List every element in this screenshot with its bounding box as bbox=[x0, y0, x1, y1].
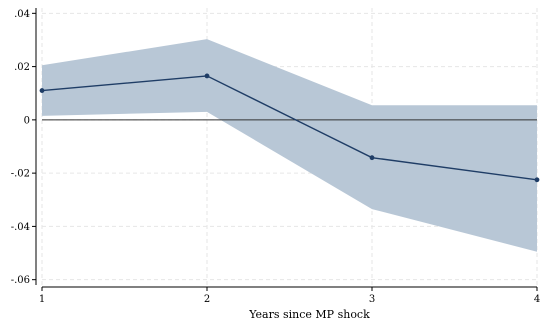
confidence-band bbox=[42, 39, 537, 252]
y-tick-label: .02 bbox=[14, 62, 30, 73]
x-tick-label: 1 bbox=[39, 294, 45, 305]
x-tick-label: 4 bbox=[534, 294, 540, 305]
y-tick-label: -.02 bbox=[11, 169, 30, 180]
x-tick-label: 2 bbox=[204, 294, 210, 305]
series-point bbox=[534, 177, 540, 183]
series-line bbox=[41, 75, 538, 181]
axes bbox=[35, 8, 537, 288]
y-tick-label: -.04 bbox=[11, 222, 30, 233]
y-tick-label: -.06 bbox=[11, 275, 30, 286]
y-tick-label: 0 bbox=[24, 115, 30, 126]
series-points bbox=[39, 73, 540, 183]
y-tick-label: .04 bbox=[14, 9, 30, 20]
x-axis-ticks: 1 2 3 4 bbox=[39, 287, 540, 305]
x-tick-label: 3 bbox=[369, 294, 375, 305]
x-axis-title: Years since MP shock bbox=[248, 308, 370, 321]
series-point bbox=[369, 155, 375, 161]
series-point bbox=[204, 73, 210, 79]
y-axis-ticks: .04 .02 0 -.02 -.04 -.06 bbox=[11, 9, 36, 286]
series-point bbox=[39, 88, 45, 93]
